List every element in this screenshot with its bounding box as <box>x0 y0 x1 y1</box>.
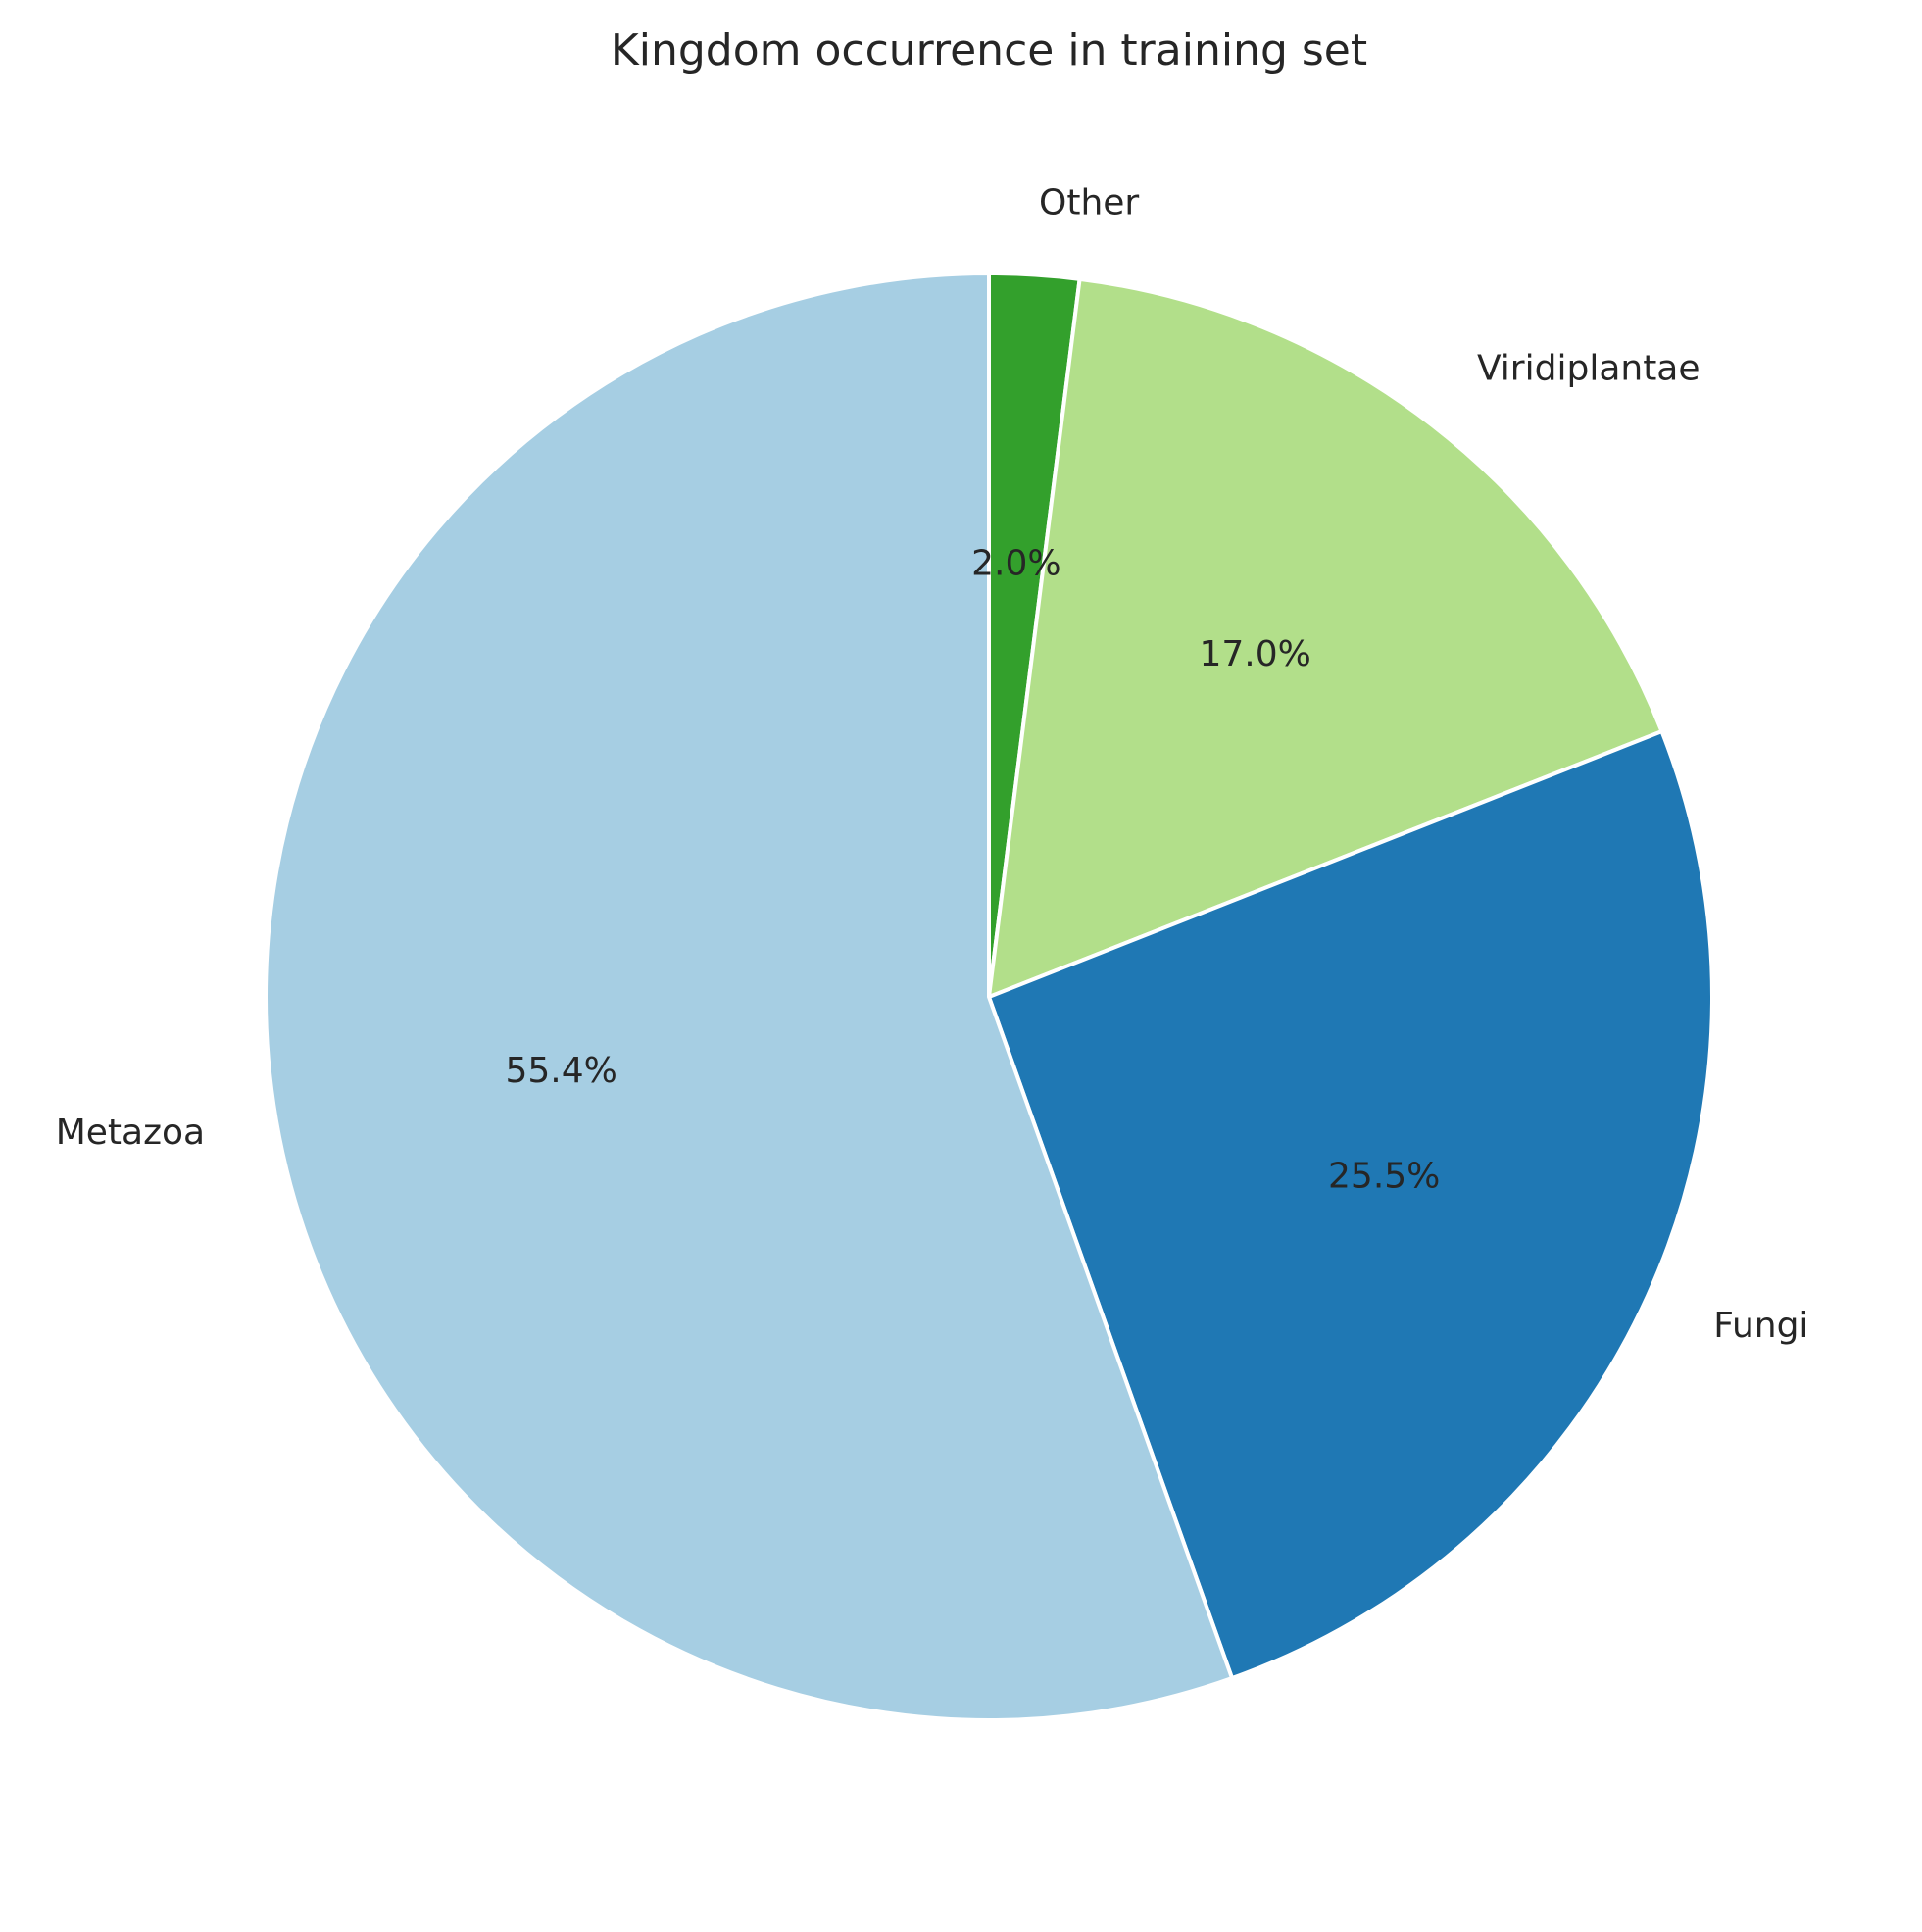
percent-label-viridiplantae: 17.0% <box>1199 634 1310 674</box>
pie-slices <box>264 272 1714 1722</box>
slice-label-fungi: Fungi <box>1713 1306 1808 1346</box>
pie-slice-metazoa <box>264 272 1235 1722</box>
percent-label-metazoa: 55.4% <box>506 1051 617 1091</box>
slice-label-metazoa: Metazoa <box>56 1113 205 1153</box>
percent-label-other: 2.0% <box>971 544 1060 584</box>
pie-slice-fungi <box>987 729 1714 1681</box>
percent-label-fungi: 25.5% <box>1328 1157 1440 1197</box>
chart-title: Kingdom occurrence in training set <box>611 25 1367 75</box>
percent-labels: 2.0% 17.0% 25.5% 55.4% <box>506 544 1441 1197</box>
slice-labels: Other Viridiplantae Fungi Metazoa <box>56 182 1809 1346</box>
pie-slice-viridiplantae <box>987 276 1664 999</box>
slice-label-viridiplantae: Viridiplantae <box>1477 348 1700 388</box>
slice-label-other: Other <box>1039 182 1139 223</box>
